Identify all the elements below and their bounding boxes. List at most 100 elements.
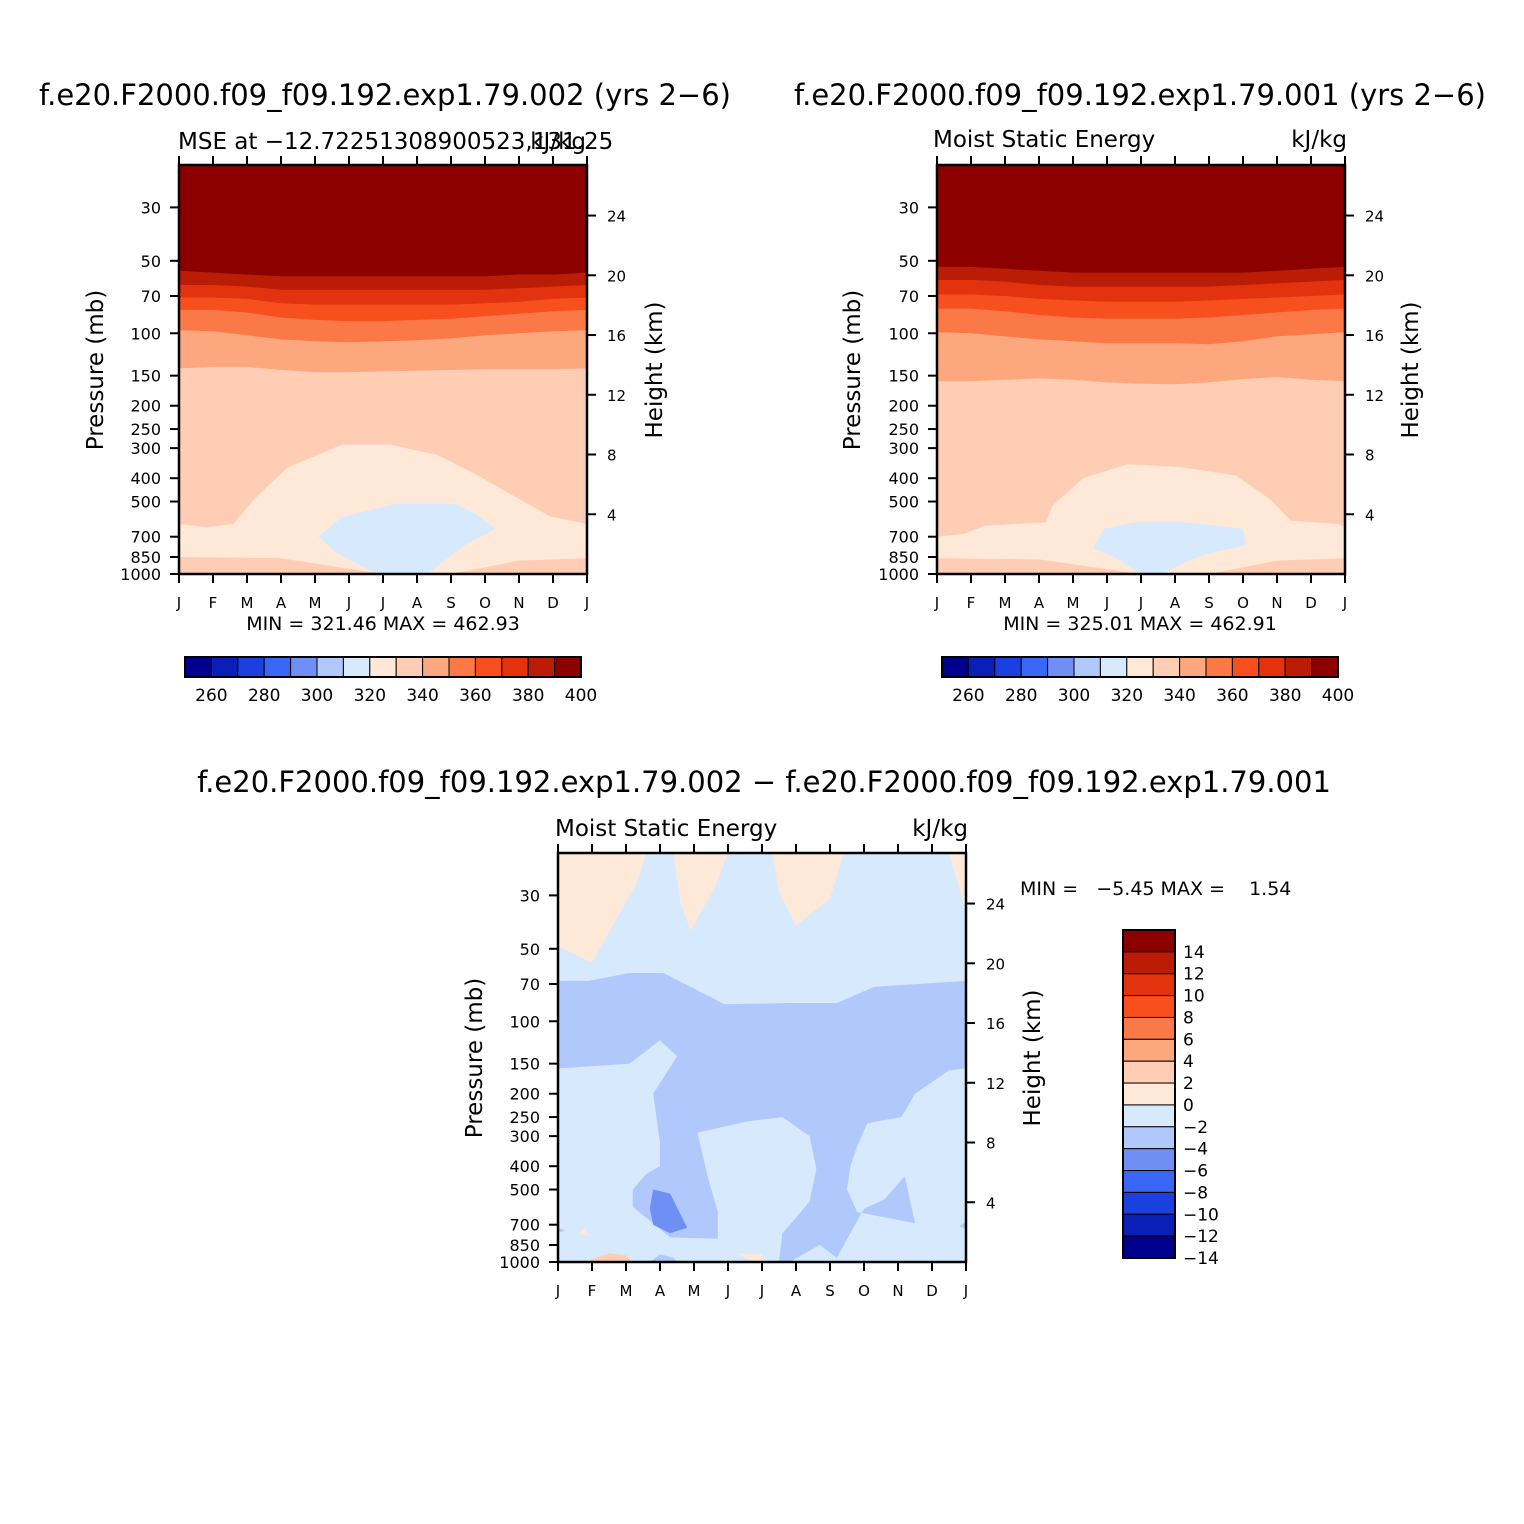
panel-difference-colorbar-swatch [1122, 1191, 1176, 1215]
panel-difference-ytick-label: 700 [509, 1216, 540, 1235]
panel-top-left-colorbar-swatch [369, 656, 397, 678]
panel-top-right-colorbar-label: 320 [1111, 686, 1143, 706]
panel-difference-colorbar-label: −6 [1183, 1162, 1208, 1182]
panel-top-left-colorbar-label: 340 [406, 686, 438, 706]
panel-top-right-suptitle: f.e20.F2000.f09_f09.192.exp1.79.001 (yrs… [794, 78, 1486, 112]
panel-difference-contour-region-4 [558, 973, 966, 1262]
panel-difference-xtick-label: D [926, 1282, 938, 1300]
panel-top-right-colorbar-swatch [994, 656, 1022, 678]
panel-difference-colorbar-swatch [1122, 1104, 1176, 1128]
panel-top-right-xtick-label: A [1034, 594, 1045, 612]
panel-difference-ytick-label: 150 [509, 1055, 540, 1074]
panel-difference-colorbar-swatch [1122, 1170, 1176, 1193]
panel-top-right-colorbar-frame [941, 656, 1339, 678]
panel-top-right-ytick-label: 70 [899, 287, 919, 306]
panel-difference-contour-region-1 [673, 853, 728, 931]
panel-top-left-ytick-label: 300 [130, 439, 161, 458]
panel-top-right-xtick-label: N [1271, 594, 1282, 612]
panel-top-left-ytick-label: 150 [130, 367, 161, 386]
panel-difference-contour-region-7 [578, 1227, 589, 1236]
panel-top-right-contour-field [937, 165, 1345, 574]
panel-difference-contour-region-8 [734, 1253, 766, 1262]
panel-difference-colorbar-swatch [1122, 951, 1176, 975]
panel-top-left-colorbar-swatch [474, 656, 503, 678]
panel-top-left-xtick-label: D [547, 594, 559, 612]
panel-difference-ytick-label: 1000 [499, 1253, 540, 1272]
panel-difference-ytick-right-label: 8 [986, 1135, 996, 1153]
panel-top-left-colorbar-swatch [290, 656, 318, 678]
panel-top-left-colorbar-swatch [554, 656, 582, 678]
panel-top-right-colorbar-swatch [1284, 656, 1313, 678]
panel-top-right-colorbar-swatch [1152, 656, 1181, 678]
panel-top-left-contour-band-0 [179, 165, 587, 277]
panel-top-right-units: kJ/kg [1291, 127, 1347, 153]
panel-difference-colorbar-label: 8 [1183, 1008, 1194, 1028]
panel-top-left-ytick-label: 1000 [120, 565, 161, 584]
panel-difference-ytick-right-label: 16 [986, 1015, 1005, 1033]
panel-top-right-colorbar-swatch [1047, 656, 1075, 678]
panel-top-left-xtick-label: M [309, 594, 322, 612]
panel-top-right-xtick-label: J [1104, 594, 1109, 612]
panel-top-left-ytick-right-label: 20 [607, 267, 626, 285]
panel-top-right-ytick-right-label: 20 [1365, 267, 1384, 285]
panel-top-right-colorbar-label: 380 [1269, 686, 1301, 706]
panel-difference-colorbar-swatch [1122, 1082, 1176, 1106]
panel-top-left-colorbar-frame [184, 656, 582, 678]
panel-top-right-colorbar-label: 400 [1322, 686, 1354, 706]
panel-top-left-minmax: MIN = 321.46 MAX = 462.93 [246, 613, 520, 635]
panel-difference-xtick-label: S [825, 1282, 835, 1300]
panel-difference-contour-region-11 [959, 1221, 966, 1230]
panel-difference-xtick-label: M [688, 1282, 701, 1300]
panel-top-left-colorbar-swatch [448, 656, 476, 678]
panel-difference-xtick-label: M [620, 1282, 633, 1300]
panel-top-right-colorbar-swatch [1179, 656, 1207, 678]
panel-difference-xtick-label: A [791, 1282, 802, 1300]
panel-top-right-contour-region-1 [1093, 522, 1247, 574]
panel-top-left-ytick-label: 500 [130, 493, 161, 512]
panel-top-right-xtick-label: M [1067, 594, 1080, 612]
panel-top-left-xtick-label: F [209, 594, 218, 612]
panel-top-left-colorbar-swatch [263, 656, 292, 678]
panel-top-right-colorbar-label: 300 [1058, 686, 1090, 706]
panel-difference-xtick-label: J [555, 1282, 560, 1300]
panel-difference-colorbar-label: 4 [1183, 1052, 1194, 1072]
panel-top-right-colorbar-swatch [1258, 656, 1286, 678]
panel-difference-contour-field [558, 853, 966, 1262]
panel-difference-colorbar-swatch [1122, 1060, 1176, 1084]
panel-difference-title: Moist Static Energy [555, 816, 777, 842]
panel-top-right-xtick-label: A [1170, 594, 1181, 612]
panel-top-left-colorbar-swatch [395, 656, 424, 678]
panel-top-left-colorbar-swatch [237, 656, 265, 678]
panel-difference-suptitle: f.e20.F2000.f09_f09.192.exp1.79.002 − f.… [197, 765, 1331, 799]
panel-top-left-colorbar-swatch [527, 656, 556, 678]
panel-top-right-ytick-label: 250 [888, 420, 919, 439]
panel-difference-colorbar-swatch [1122, 1126, 1176, 1150]
panel-top-left-colorbar-swatch [422, 656, 450, 678]
panel-top-left: f.e20.F2000.f09_f09.192.exp1.79.002 (yrs… [39, 78, 731, 706]
panel-difference-ytick-label: 30 [520, 886, 540, 905]
panel-top-right-ytick-label: 300 [888, 439, 919, 458]
panel-top-right-minmax: MIN = 325.01 MAX = 462.91 [1003, 613, 1277, 635]
panel-top-left-ytick-right-label: 16 [607, 327, 626, 345]
panel-difference-colorbar-label: 10 [1183, 987, 1205, 1007]
panel-top-right-contour-band-0 [937, 165, 1345, 273]
panel-difference-colorbar-frame [1122, 929, 1176, 1259]
panel-difference-xtick-label: J [759, 1282, 764, 1300]
panel-top-left-ytick-label: 50 [141, 252, 161, 271]
panel-difference-ytick-right-label: 24 [986, 896, 1005, 914]
panel-difference-contour-region-6 [585, 1253, 633, 1262]
panel-top-left-suptitle: f.e20.F2000.f09_f09.192.exp1.79.002 (yrs… [39, 78, 731, 112]
panel-difference-colorbar-swatch [1122, 1038, 1176, 1062]
panel-difference-xtick-label: O [858, 1282, 870, 1300]
panel-top-right-colorbar-label: 360 [1216, 686, 1248, 706]
panel-top-left-colorbar-label: 280 [248, 686, 280, 706]
panel-top-left-ytick-label: 100 [130, 324, 161, 343]
panel-top-right-xtick-label: J [1138, 594, 1143, 612]
panel-top-left-contour-region-1 [318, 503, 496, 574]
panel-top-right-ytick-right-label: 12 [1365, 387, 1384, 405]
panel-difference-contour-region-3 [949, 853, 966, 912]
panel-difference-contour-region-5 [649, 1189, 688, 1234]
panel-top-left-colorbar-label: 380 [512, 686, 544, 706]
